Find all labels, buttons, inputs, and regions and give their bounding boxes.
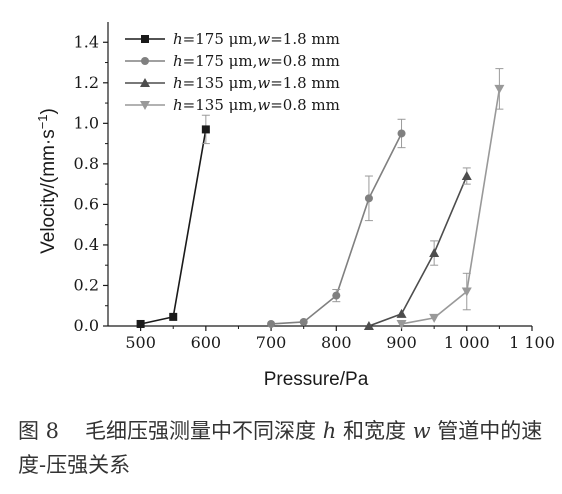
y-tick-label: 1.0: [74, 113, 99, 132]
x-tick-label: 500: [125, 333, 156, 352]
legend-label-part: =135 μm,: [183, 96, 258, 114]
y-axis: 0.0 0.2 0.4 0.6 0.8 1.0 1.2 1.4: [74, 32, 108, 335]
x-tick-label: 800: [321, 333, 352, 352]
legend-label-part: w: [257, 74, 270, 92]
data-point: [169, 312, 178, 321]
data-point: [429, 313, 440, 323]
data-point: [136, 319, 145, 328]
series-line: [140, 129, 207, 325]
series-layer: [136, 68, 505, 330]
y-axis-title: Velocity/(mm·s−1): [35, 108, 59, 254]
caption-text-1: 毛细压强测量中不同深度: [85, 419, 323, 443]
legend-label-part: =0.8 mm: [270, 52, 340, 70]
data-point: [396, 308, 407, 318]
legend-label: h=175 μm,w=1.8 mm: [173, 30, 340, 48]
series-4: [396, 68, 505, 329]
legend-label-part: =135 μm,: [183, 74, 258, 92]
legend-label-part: w: [257, 30, 270, 48]
velocity-pressure-chart: 500 600 700 800 900 1 000 1 100 0.00.20.40.60.…: [35, 22, 555, 390]
x-tick-label: 600: [191, 333, 222, 352]
legend-marker: [140, 101, 150, 110]
x-axis: 500 600 700 800 900 1 000 1 100: [125, 326, 555, 352]
caption-w-symbol: w: [412, 419, 431, 443]
legend-label-part: =175 μm,: [183, 30, 258, 48]
caption-number: 图 8: [18, 419, 60, 443]
legend-label: h=135 μm,w=1.8 mm: [173, 74, 340, 92]
legend-marker: [141, 35, 149, 43]
x-axis-title: Pressure/Pa: [264, 369, 369, 390]
legend-item-4: h=135 μm,w=0.8 mm: [125, 96, 340, 114]
data-point: [201, 125, 210, 134]
data-point: [494, 84, 505, 94]
series-line: [401, 88, 501, 325]
legend-label-part: h: [173, 30, 183, 48]
x-tick-label: 1 000: [444, 333, 490, 352]
y-tick-label: 0.8: [74, 154, 99, 173]
data-point: [429, 248, 440, 258]
y-tick-label: 0.2: [74, 275, 99, 294]
legend-label-part: =175 μm,: [183, 52, 258, 70]
series-3: [363, 167, 472, 330]
legend-label-part: w: [257, 96, 270, 114]
legend-label-part: =0.8 mm: [270, 96, 340, 114]
data-point: [332, 291, 341, 300]
legend-label: h=175 μm,w=0.8 mm: [173, 52, 340, 70]
legend-label-part: h: [173, 96, 183, 114]
y-tick-label: 1.2: [74, 73, 99, 92]
legend: h=175 μm,w=1.8 mmh=175 μm,w=0.8 mmh=135 …: [125, 30, 340, 114]
legend-item-1: h=175 μm,w=1.8 mm: [125, 30, 340, 48]
legend-item-3: h=135 μm,w=1.8 mm: [125, 74, 340, 92]
data-point: [461, 171, 472, 181]
legend-marker: [141, 57, 149, 65]
plot-frame: [107, 22, 532, 327]
legend-label-part: w: [257, 52, 270, 70]
data-point: [396, 319, 407, 329]
data-point: [363, 321, 374, 330]
data-point: [461, 287, 472, 297]
legend-label-part: =1.8 mm: [270, 30, 340, 48]
legend-label-part: h: [173, 52, 183, 70]
x-tick-label: 1 100: [509, 333, 555, 352]
legend-label: h=135 μm,w=0.8 mm: [173, 96, 340, 114]
series-2: [267, 118, 406, 328]
series-line: [368, 175, 468, 327]
data-point: [299, 317, 308, 326]
caption-text-2: 和宽度: [336, 419, 413, 443]
data-point: [397, 129, 406, 138]
y-tick-label: 0.0: [74, 316, 99, 335]
legend-marker: [140, 78, 150, 87]
legend-label-part: =1.8 mm: [270, 74, 340, 92]
y-tick-label: 1.4: [74, 32, 99, 51]
y-axis-title-close: ): [38, 108, 59, 114]
caption-h-symbol: h: [322, 419, 337, 443]
legend-label-part: h: [173, 74, 183, 92]
series-1: [136, 114, 210, 328]
x-tick-label: 900: [386, 333, 417, 352]
figure-caption: 图 8 毛细压强测量中不同深度 h 和宽度 w 管道中的速度-压强关系: [18, 414, 548, 482]
y-tick-label: 0.6: [74, 194, 99, 213]
y-axis-title-main: Velocity/(mm·s: [38, 129, 59, 254]
y-tick-label: 0.4: [74, 235, 99, 254]
caption-text-3: 管道中的速度-压强关系: [18, 419, 543, 477]
x-tick-label: 700: [256, 333, 287, 352]
y-axis-title-exponent: −1: [35, 114, 50, 129]
data-point: [267, 319, 276, 328]
data-point: [364, 194, 373, 203]
legend-item-2: h=175 μm,w=0.8 mm: [125, 52, 340, 70]
